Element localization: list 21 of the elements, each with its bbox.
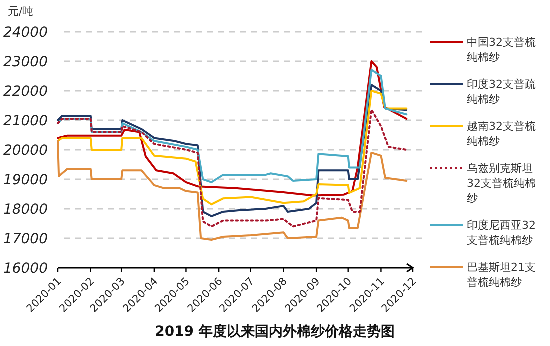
y-tick-label: 24000: [3, 25, 48, 41]
y-tick-label: 18000: [3, 202, 48, 218]
y-tick-label: 23000: [3, 54, 48, 70]
y-tick-label: 22000: [3, 84, 48, 100]
legend-label: 印度尼西亚32支普梳纯棉纱: [467, 219, 536, 247]
y-tick-label: 20000: [3, 143, 48, 159]
y-tick-label: 19000: [3, 172, 48, 188]
y-axis-title: 元/吨: [8, 5, 34, 18]
legend-label: 越南32支普梳纯棉纱: [467, 120, 536, 148]
text: 2019 年度以来国内外棉纱价格走势图: [155, 323, 395, 340]
line-series: [57, 108, 408, 228]
line-series: [57, 69, 408, 184]
legend-label: 印度32支普疏纯棉纱: [467, 78, 536, 106]
y-tick-label: 17000: [3, 232, 48, 248]
y-tick-label: 21000: [3, 114, 48, 130]
legend-label: 乌兹别克斯坦32支普梳纯棉纱: [467, 162, 536, 205]
line-series: [57, 140, 408, 241]
legend-label: 中国32支普梳纯棉纱: [467, 36, 536, 64]
line-series: [57, 60, 408, 197]
legend-label: 巴基斯坦21支普梳纯棉纱: [467, 261, 536, 289]
y-tick-label: 16000: [3, 261, 48, 277]
